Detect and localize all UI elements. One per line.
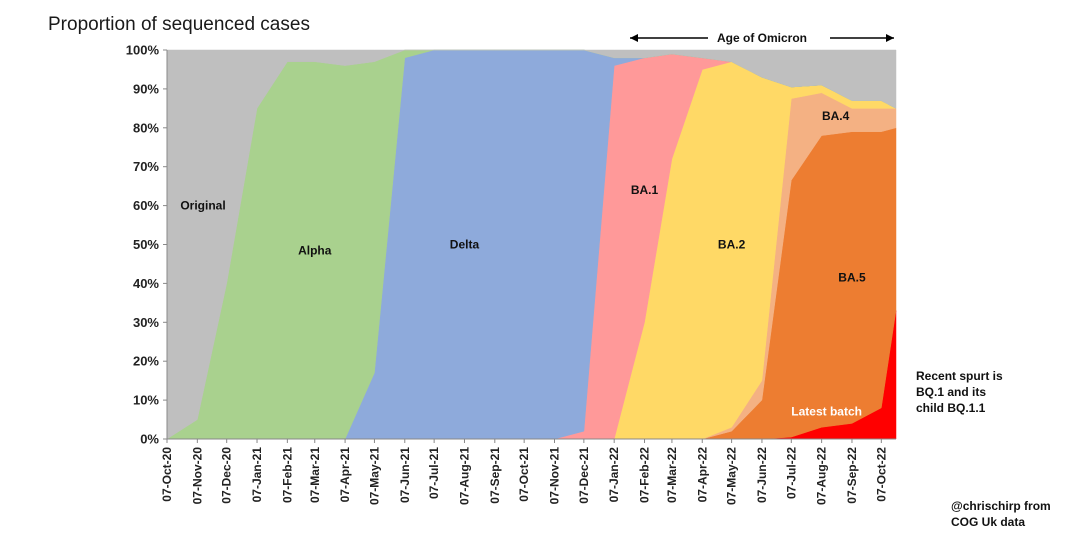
x-tick-label: 07-Dec-21: [577, 447, 591, 504]
x-tick-label: 07-May-22: [725, 447, 739, 505]
arrow-right-icon: [886, 34, 894, 42]
x-tick-label: 07-Dec-20: [220, 447, 234, 504]
area-original: [166, 49, 897, 440]
x-tick-label: 07-Oct-21: [517, 447, 531, 502]
y-tick-label: 70%: [133, 159, 159, 174]
y-tick-label: 90%: [133, 81, 159, 96]
bq1-note-line-2: BQ.1 and its: [916, 385, 986, 399]
series-labels: Latest batch BA.5 BA.4 BA.2 BA.1 Delta Alpha Or…: [180, 109, 866, 419]
series-label-ba-1: BA.1: [631, 183, 659, 197]
y-tick-label: 0%: [140, 432, 159, 447]
bq1-note-line-3: child BQ.1.1: [916, 401, 986, 415]
x-tick-label: 07-Oct-22: [874, 447, 888, 502]
y-tick-label: 60%: [133, 198, 159, 213]
x-tick-label: 07-Nov-21: [547, 447, 561, 505]
x-axis: 07-Oct-20 07-Nov-20 07-Dec-20 07-Jan-21 07-F…: [160, 438, 896, 505]
x-tick-label: 07-May-21: [367, 447, 381, 505]
x-tick-label: 07-Sep-21: [488, 447, 502, 504]
x-tick-label: 07-Mar-21: [308, 447, 322, 503]
bq1-note: Recent spurt is BQ.1 and its child BQ.1.…: [916, 369, 1003, 415]
age-of-omicron-label: Age of Omicron: [717, 31, 807, 45]
credit: @chrischirp from COG Uk data: [951, 499, 1051, 529]
chart-title: Proportion of sequenced cases: [48, 14, 310, 35]
y-tick-label: 20%: [133, 354, 159, 369]
x-tick-label: 07-Nov-20: [190, 447, 204, 505]
x-tick-label: 07-Jan-22: [607, 447, 621, 503]
y-axis: 0% 10% 20% 30% 40% 50% 60% 70% 80% 90% 100%: [126, 43, 168, 447]
bq1-note-line-1: Recent spurt is: [916, 369, 1003, 383]
series-label-ba-4: BA.4: [822, 109, 850, 123]
arrow-left-icon: [630, 34, 638, 42]
series-label-delta: Delta: [450, 238, 480, 252]
series-label-latest-batch: Latest batch: [791, 405, 862, 419]
series-label-ba-2: BA.2: [718, 238, 746, 252]
x-tick-label: 07-Feb-22: [638, 447, 652, 503]
series-label-alpha: Alpha: [298, 243, 332, 257]
stacked-areas: [166, 49, 897, 440]
credit-line-2: COG Uk data: [951, 515, 1025, 529]
x-tick-label: 07-Jun-22: [755, 447, 769, 503]
x-tick-label: 07-Jun-21: [398, 447, 412, 503]
x-tick-label: 07-Apr-22: [695, 447, 709, 503]
x-tick-label: 07-Apr-21: [338, 447, 352, 503]
age-of-omicron-annotation: Age of Omicron: [630, 31, 894, 45]
y-tick-label: 10%: [133, 393, 159, 408]
series-label-ba-5: BA.5: [838, 271, 866, 285]
y-tick-label: 40%: [133, 276, 159, 291]
x-tick-label: 07-Jul-22: [784, 447, 798, 499]
x-tick-label: 07-Aug-21: [457, 447, 471, 505]
x-tick-label: 07-Jul-21: [427, 447, 441, 499]
y-tick-label: 80%: [133, 120, 159, 135]
x-tick-label: 07-Aug-22: [815, 447, 829, 505]
x-tick-label: 07-Sep-22: [845, 447, 859, 504]
x-tick-label: 07-Mar-22: [665, 447, 679, 503]
x-tick-label: 07-Feb-21: [280, 447, 294, 503]
y-tick-label: 100%: [126, 43, 160, 58]
y-tick-label: 50%: [133, 237, 159, 252]
x-tick-label: 07-Jan-21: [250, 447, 264, 503]
y-tick-label: 30%: [133, 315, 159, 330]
series-label-original: Original: [180, 199, 225, 213]
x-tick-label: 07-Oct-20: [160, 447, 174, 502]
credit-line-1: @chrischirp from: [951, 499, 1051, 513]
